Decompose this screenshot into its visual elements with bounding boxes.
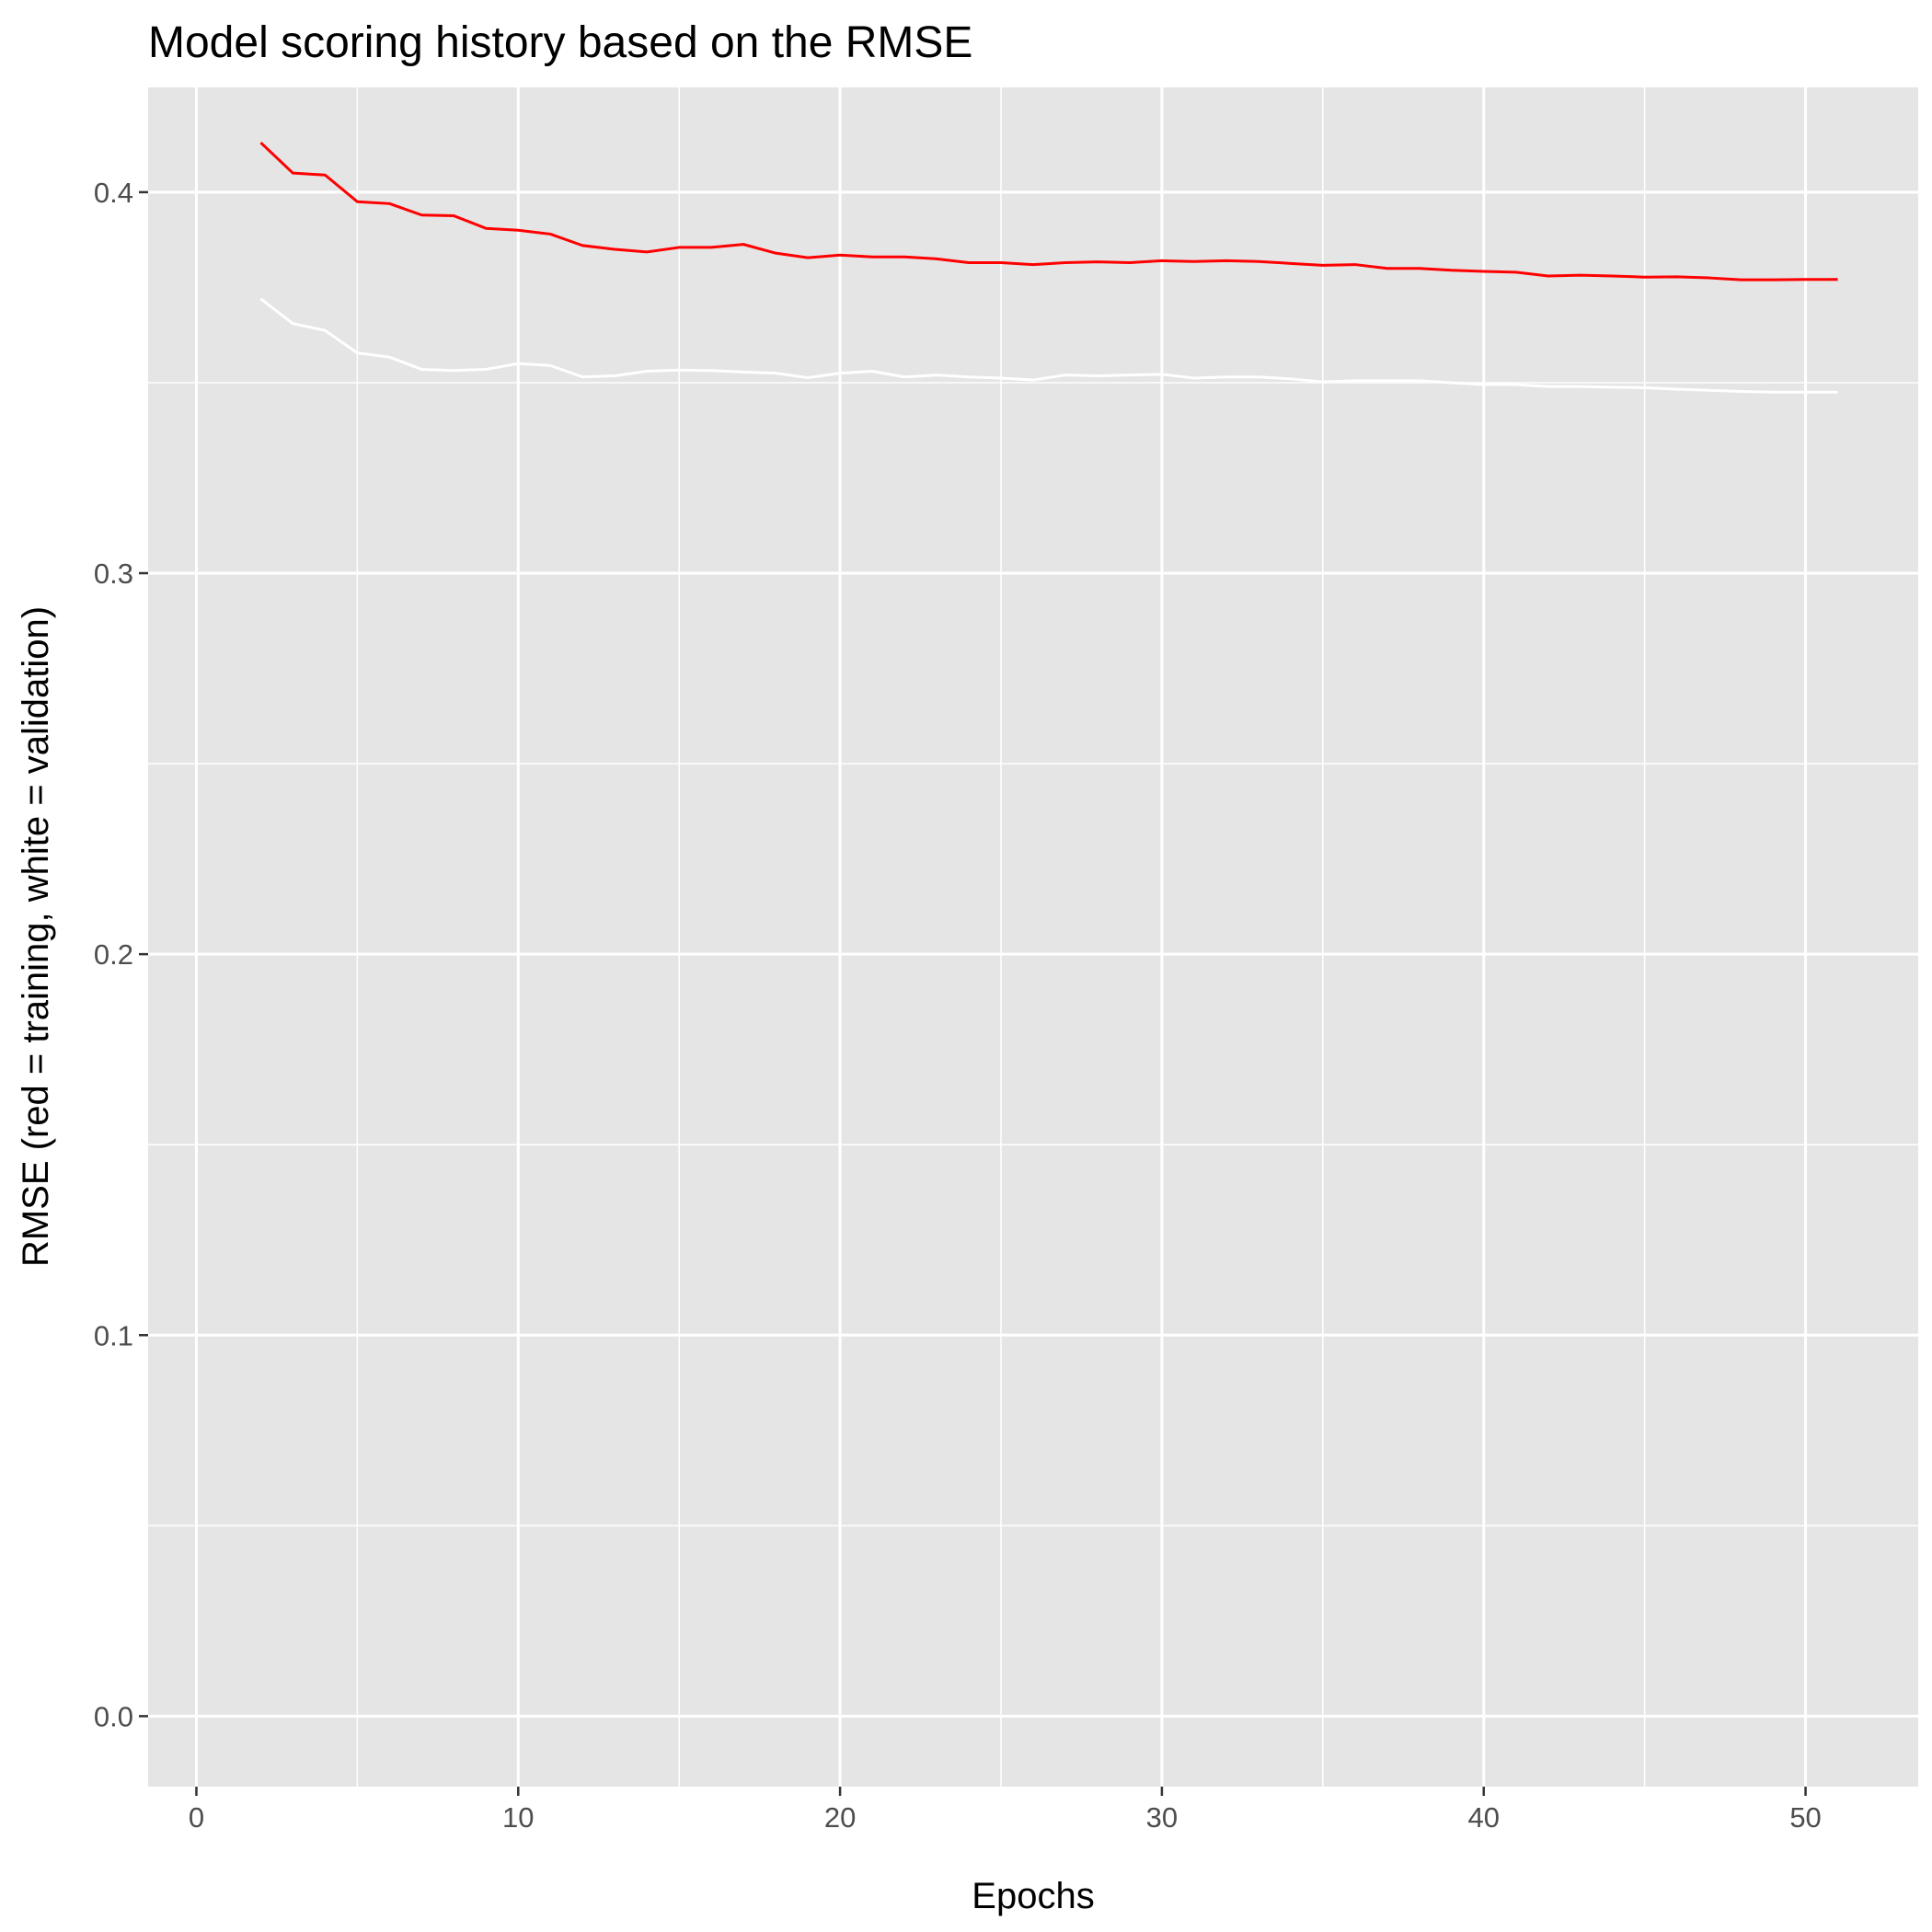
x-tick-label: 0 xyxy=(189,1801,204,1834)
series-line-0 xyxy=(259,141,1838,282)
x-axis: 0 10 20 30 40 50 xyxy=(189,1787,1822,1834)
y-tick-label: 0.3 xyxy=(94,558,133,590)
x-tick-label: 20 xyxy=(824,1801,856,1834)
y-tick-label: 0.4 xyxy=(94,177,133,209)
y-axis-title: RMSE (red = training, white = validation… xyxy=(16,606,56,1267)
x-tick-label: 50 xyxy=(1789,1801,1821,1834)
y-tick-label: 0.1 xyxy=(94,1319,133,1351)
series-line-1 xyxy=(259,297,1838,394)
y-tick-label: 0.0 xyxy=(94,1700,133,1732)
x-axis-title: Epochs xyxy=(972,1876,1094,1916)
plot-panel xyxy=(148,87,1918,1787)
series-layer xyxy=(259,141,1838,394)
chart-title: Model scoring history based on the RMSE xyxy=(148,18,972,67)
x-tick-label: 40 xyxy=(1468,1801,1500,1834)
x-tick-label: 30 xyxy=(1146,1801,1178,1834)
x-tick-label: 10 xyxy=(502,1801,534,1834)
y-tick-label: 0.2 xyxy=(94,938,133,971)
y-axis: 0.0 0.1 0.2 0.3 0.4 xyxy=(94,177,148,1732)
major-gridlines xyxy=(148,87,1918,1787)
